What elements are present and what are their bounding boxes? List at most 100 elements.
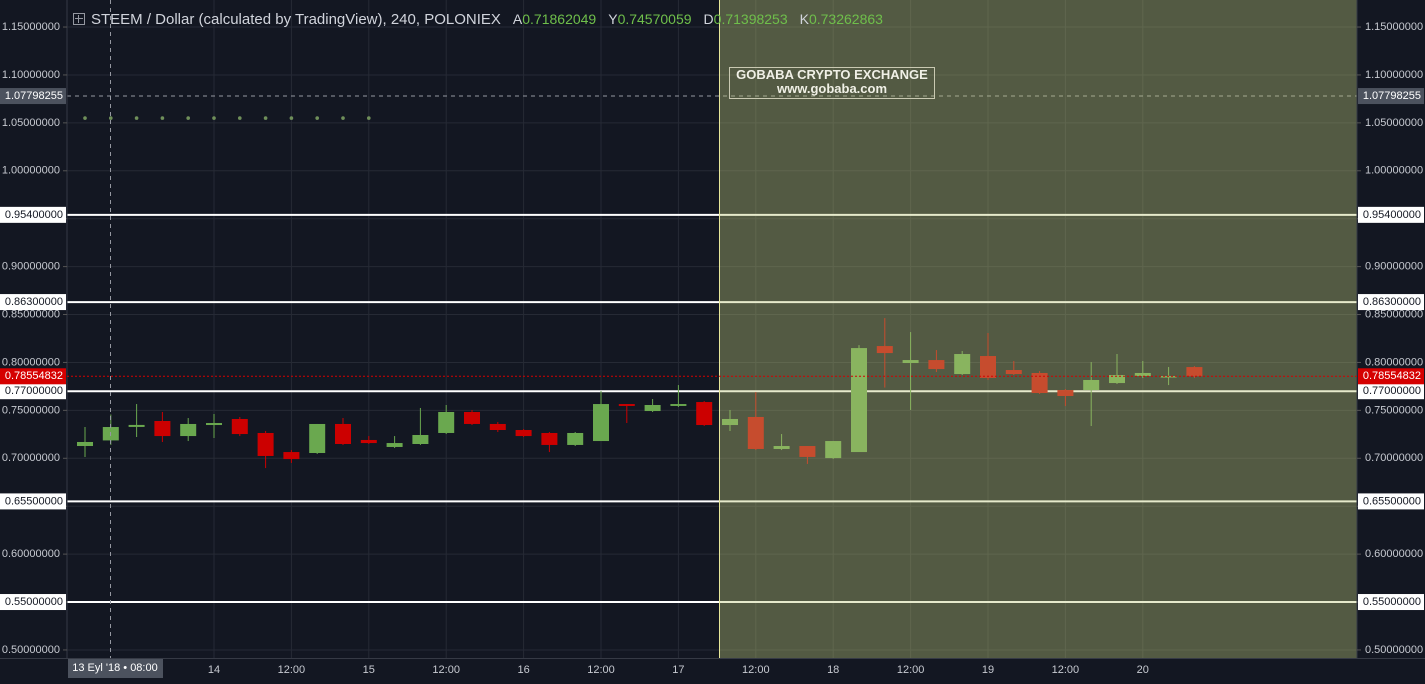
level-box xyxy=(0,383,66,400)
y-tick-label: 1.00000000 xyxy=(1365,165,1423,177)
x-tick-label: 14 xyxy=(208,664,220,676)
y-tick-label: 0.90000000 xyxy=(1365,261,1423,273)
x-tick-label: 12:00 xyxy=(587,664,615,676)
candle-body xyxy=(128,424,145,427)
y-tick-label: 0.75000000 xyxy=(1365,404,1423,416)
candle-body xyxy=(1160,376,1177,378)
candle-body xyxy=(335,423,351,445)
indicator-dot xyxy=(186,116,190,120)
candle-body xyxy=(412,434,429,445)
level-box xyxy=(1358,493,1424,510)
candle-body xyxy=(386,443,403,447)
x-tick-label: 12:00 xyxy=(1052,664,1080,676)
level-label: 0.95400000 xyxy=(5,209,63,221)
indicator-dot xyxy=(367,116,371,120)
candle-body xyxy=(954,354,971,375)
candle-body xyxy=(567,432,584,445)
indicator-dot xyxy=(263,116,268,120)
y-tick-label: 0.80000000 xyxy=(2,356,60,368)
indicator-dot xyxy=(289,116,294,120)
price-box xyxy=(0,368,66,385)
ohlc-label: Y xyxy=(608,11,618,27)
level-box xyxy=(0,294,66,311)
level-label: 0.55000000 xyxy=(5,596,63,608)
indicator-dot xyxy=(83,116,87,120)
level-label: 0.95400000 xyxy=(1363,209,1421,221)
candle-body xyxy=(1031,372,1048,394)
y-tick-label: 1.05000000 xyxy=(2,117,60,129)
candle-body xyxy=(206,423,222,426)
y-tick-label: 0.80000000 xyxy=(1365,356,1423,368)
y-tick-label: 0.70000000 xyxy=(2,452,60,464)
candle-body xyxy=(283,452,300,460)
candle-body xyxy=(541,432,558,445)
indicator-dot xyxy=(134,116,139,120)
time-axis xyxy=(0,658,1425,684)
crosshair-price-label: 1.07798255 xyxy=(1363,90,1421,102)
legend-header: STEEM / Dollar (calculated by TradingVie… xyxy=(73,9,883,29)
level-box xyxy=(1358,206,1424,223)
candle-body xyxy=(773,446,790,449)
marks xyxy=(67,95,1357,604)
crosshair-price-label: 1.07798255 xyxy=(5,90,63,102)
highlight-zone xyxy=(719,0,1357,658)
crosshair-time-label: 13 Eyl '18 • 08:00 xyxy=(72,662,157,674)
x-tick-label: 16 xyxy=(517,664,529,676)
candle-body xyxy=(154,421,171,437)
x-tick-label: 12:00 xyxy=(432,664,460,676)
candle-body xyxy=(1186,367,1203,377)
y-tick-label: 1.10000000 xyxy=(2,69,60,81)
indicator-dot xyxy=(315,116,320,120)
candle-body xyxy=(309,423,326,454)
y-tick-label: 0.60000000 xyxy=(2,548,60,560)
collapse-icon[interactable] xyxy=(73,13,85,25)
indicator-dot xyxy=(212,116,216,120)
indicator-dot xyxy=(341,116,345,120)
candle-body xyxy=(77,441,93,447)
candle-body xyxy=(696,402,713,426)
watermark-url: www.gobaba.com xyxy=(776,81,888,96)
y-tick-label: 0.90000000 xyxy=(2,261,60,273)
candle-body xyxy=(618,404,635,406)
candle-body xyxy=(876,346,893,354)
level-box xyxy=(0,206,66,223)
ohlc-label: K xyxy=(799,11,809,27)
y-tick-label: 0.85000000 xyxy=(2,308,60,320)
y-tick-label: 0.50000000 xyxy=(2,644,60,656)
candle-body xyxy=(257,432,274,456)
ohlc-value: 0.71862049 xyxy=(522,11,597,27)
grid xyxy=(67,0,1357,658)
y-tick-label: 0.75000000 xyxy=(2,404,60,416)
candle-body xyxy=(360,439,377,444)
level-label: 0.77000000 xyxy=(1363,385,1421,397)
level-box xyxy=(0,594,66,611)
watermark: GOBABA CRYPTO EXCHANGE www.gobaba.com xyxy=(729,67,935,99)
candle-body xyxy=(593,404,609,442)
candle-body xyxy=(928,360,945,370)
y-tick-label: 1.15000000 xyxy=(2,21,60,33)
crosshair-price-box xyxy=(1358,88,1424,105)
x-tick-label: 19 xyxy=(982,664,994,676)
candle-body xyxy=(438,411,455,433)
price-label: 0.78554832 xyxy=(1363,370,1421,382)
level-box xyxy=(1358,383,1424,400)
candle-body xyxy=(644,404,661,412)
ohlc-value: 0.71398253 xyxy=(713,11,788,27)
level-label: 0.86300000 xyxy=(1363,296,1421,308)
indicator-dot xyxy=(238,116,242,120)
ohlc-label: A xyxy=(512,11,523,27)
y-tick-label: 0.50000000 xyxy=(1365,644,1423,656)
candle-body xyxy=(670,404,687,406)
candle-body xyxy=(747,416,764,449)
y-tick-label: 0.70000000 xyxy=(1365,452,1423,464)
candle-body xyxy=(799,446,816,457)
ohlc-label: D xyxy=(703,11,714,27)
candle-body xyxy=(1057,390,1074,396)
level-box xyxy=(1358,594,1424,611)
price-label: 0.78554832 xyxy=(5,370,63,382)
ohlc-value: 0.73262863 xyxy=(808,11,883,27)
x-tick-label: 17 xyxy=(672,664,684,676)
indicator-dot xyxy=(160,116,165,120)
